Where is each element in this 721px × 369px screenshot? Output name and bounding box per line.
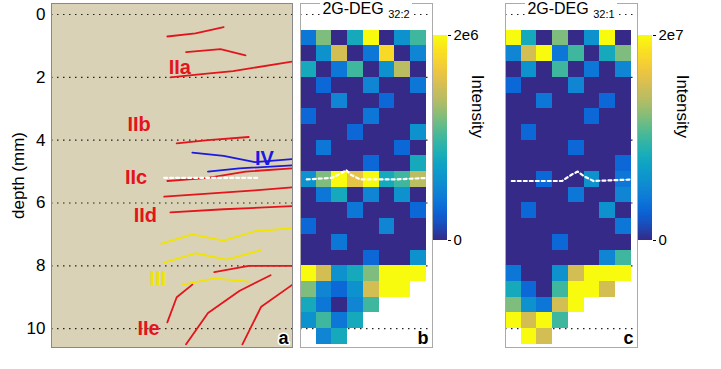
svg-text:IIb: IIb [127, 113, 150, 135]
html-text:2G-DEG32:1: 2G-DEG32:1 [527, 0, 615, 21]
svg-text:6: 6 [36, 193, 45, 212]
svg-text:0: 0 [36, 5, 45, 24]
svg-text:10: 10 [27, 319, 46, 338]
svg-text:2e7: 2e7 [659, 26, 684, 43]
svg-text:8: 8 [36, 256, 45, 275]
html-text:2G-DEG32:2: 2G-DEG32:2 [322, 0, 410, 21]
svg-text:depth (mm): depth (mm) [9, 132, 28, 219]
svg-text:IIe: IIe [137, 317, 159, 339]
svg-text:III: III [150, 267, 167, 289]
svg-text:IIa: IIa [169, 56, 192, 78]
svg-text:4: 4 [36, 131, 45, 150]
svg-text:2: 2 [36, 68, 45, 87]
svg-text:Intensity: Intensity [468, 75, 487, 139]
svg-text:c: c [623, 328, 633, 348]
svg-text:a: a [278, 328, 289, 348]
svg-text:0: 0 [659, 231, 667, 248]
svg-text:0: 0 [454, 231, 462, 248]
svg-text:IIc: IIc [125, 166, 147, 188]
svg-text:2e6: 2e6 [454, 26, 479, 43]
svg-text:IId: IId [134, 204, 157, 226]
svg-text:Intensity: Intensity [673, 75, 692, 139]
svg-text:IV: IV [255, 147, 275, 169]
svg-text:b: b [418, 328, 429, 348]
